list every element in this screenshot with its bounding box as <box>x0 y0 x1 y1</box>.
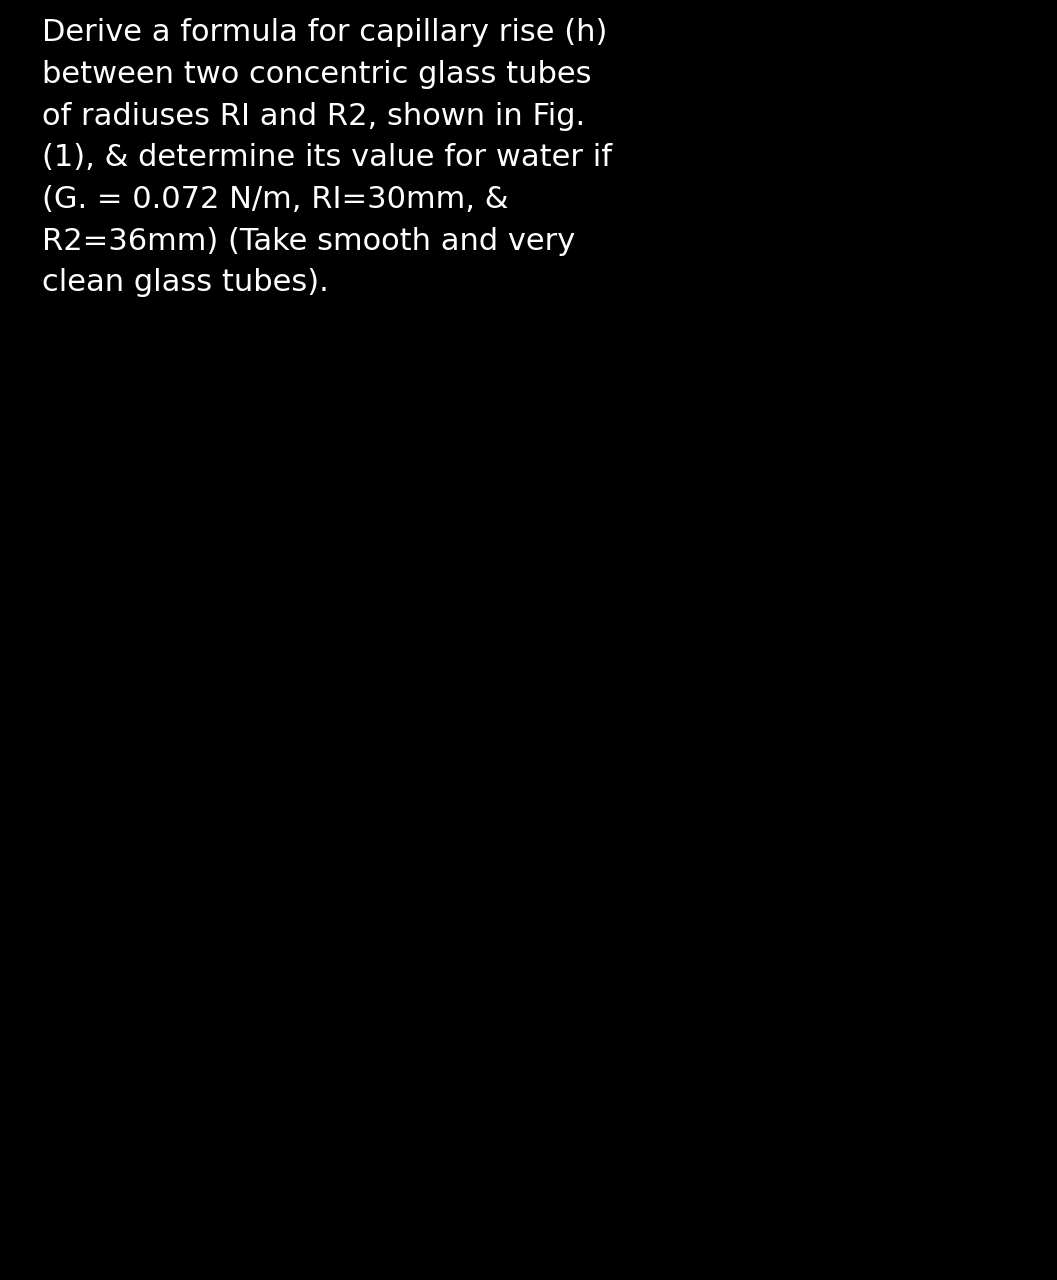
Text: h: h <box>152 1082 166 1101</box>
Text: Water: Water <box>650 1153 700 1166</box>
Text: Section A-A: Section A-A <box>610 1112 709 1125</box>
Text: A: A <box>724 736 738 754</box>
Text: Top View: Top View <box>796 778 878 796</box>
Text: A: A <box>71 736 85 754</box>
Text: Derive a formula for capillary rise (h)
between two concentric glass tubes
of ra: Derive a formula for capillary rise (h) … <box>42 18 612 297</box>
Polygon shape <box>573 1114 593 1126</box>
Text: R1: R1 <box>467 763 492 781</box>
Text: R2: R2 <box>304 763 329 781</box>
